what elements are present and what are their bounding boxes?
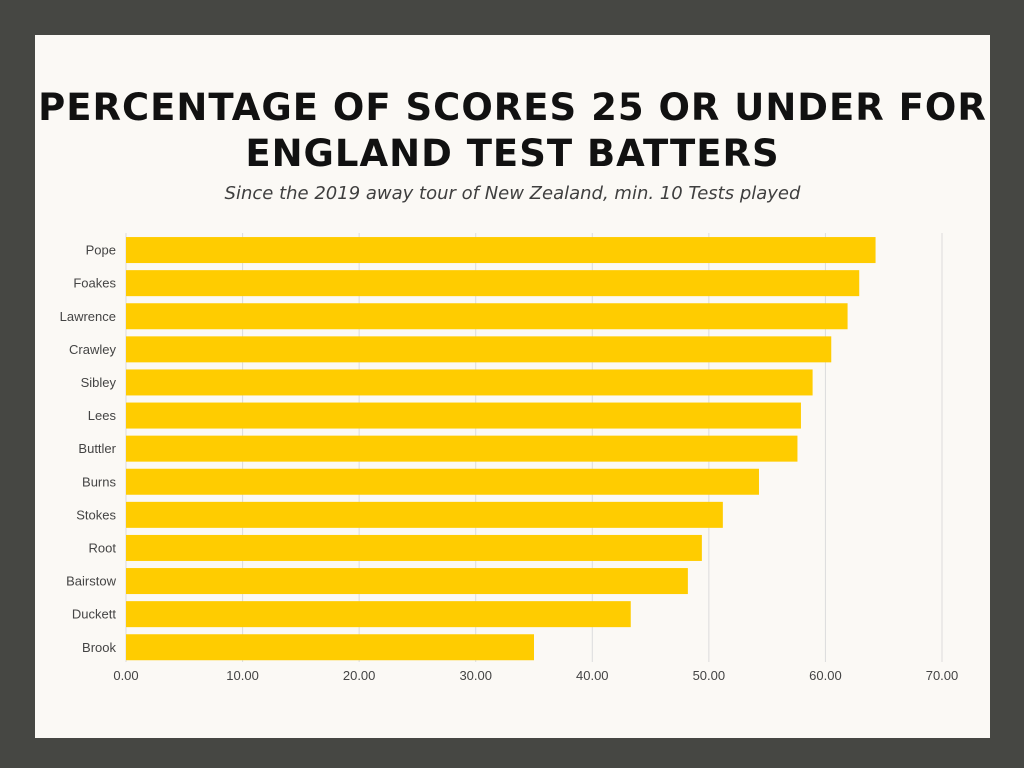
category-label: Stokes bbox=[76, 507, 116, 522]
x-tick-label: 0.00 bbox=[113, 668, 138, 683]
x-tick-label: 10.00 bbox=[226, 668, 259, 683]
category-label: Crawley bbox=[69, 342, 116, 357]
bar-lawrence bbox=[126, 303, 848, 330]
bar-pope bbox=[126, 237, 876, 264]
x-tick-label: 40.00 bbox=[576, 668, 609, 683]
bar-root bbox=[126, 534, 702, 561]
chart-card: PERCENTAGE OF SCORES 25 OR UNDER FOR ENG… bbox=[35, 35, 990, 738]
category-label: Burns bbox=[82, 474, 116, 489]
category-labels: Pope Foakes Lawrence Crawley Sibley Lees Buttl… bbox=[60, 243, 117, 655]
x-axis-tick-labels: 0.00 10.00 20.00 30.00 40.00 50.00 60.00 70.00 bbox=[113, 668, 958, 683]
category-label: Lawrence bbox=[60, 309, 116, 324]
bar-bairstow bbox=[126, 568, 688, 595]
category-label: Duckett bbox=[72, 607, 116, 622]
bar-foakes bbox=[126, 270, 860, 297]
bar-lees bbox=[126, 402, 801, 429]
x-tick-label: 30.00 bbox=[459, 668, 492, 683]
category-label: Buttler bbox=[78, 441, 116, 456]
category-label: Pope bbox=[86, 243, 116, 258]
category-label: Sibley bbox=[81, 375, 117, 390]
bar-stokes bbox=[126, 501, 723, 528]
category-label: Lees bbox=[88, 408, 117, 423]
bar-buttler bbox=[126, 435, 798, 462]
x-tick-label: 70.00 bbox=[926, 668, 959, 683]
bar-chart: Pope Foakes Lawrence Crawley Sibley Lees Buttl… bbox=[60, 233, 958, 683]
chart-subtitle: Since the 2019 away tour of New Zealand,… bbox=[224, 183, 801, 204]
bar-duckett bbox=[126, 601, 631, 628]
bar-crawley bbox=[126, 336, 832, 363]
category-label: Brook bbox=[82, 640, 116, 655]
x-tick-label: 60.00 bbox=[809, 668, 842, 683]
bar-sibley bbox=[126, 369, 813, 396]
bar-brook bbox=[126, 634, 534, 661]
x-tick-label: 20.00 bbox=[343, 668, 376, 683]
chart-title: PERCENTAGE OF SCORES 25 OR UNDER FOR ENG… bbox=[38, 86, 987, 175]
category-label: Foakes bbox=[73, 276, 116, 291]
bars bbox=[126, 237, 876, 661]
x-tick-label: 50.00 bbox=[693, 668, 726, 683]
bar-burns bbox=[126, 468, 759, 495]
category-label: Root bbox=[89, 540, 117, 555]
category-label: Bairstow bbox=[66, 574, 116, 589]
